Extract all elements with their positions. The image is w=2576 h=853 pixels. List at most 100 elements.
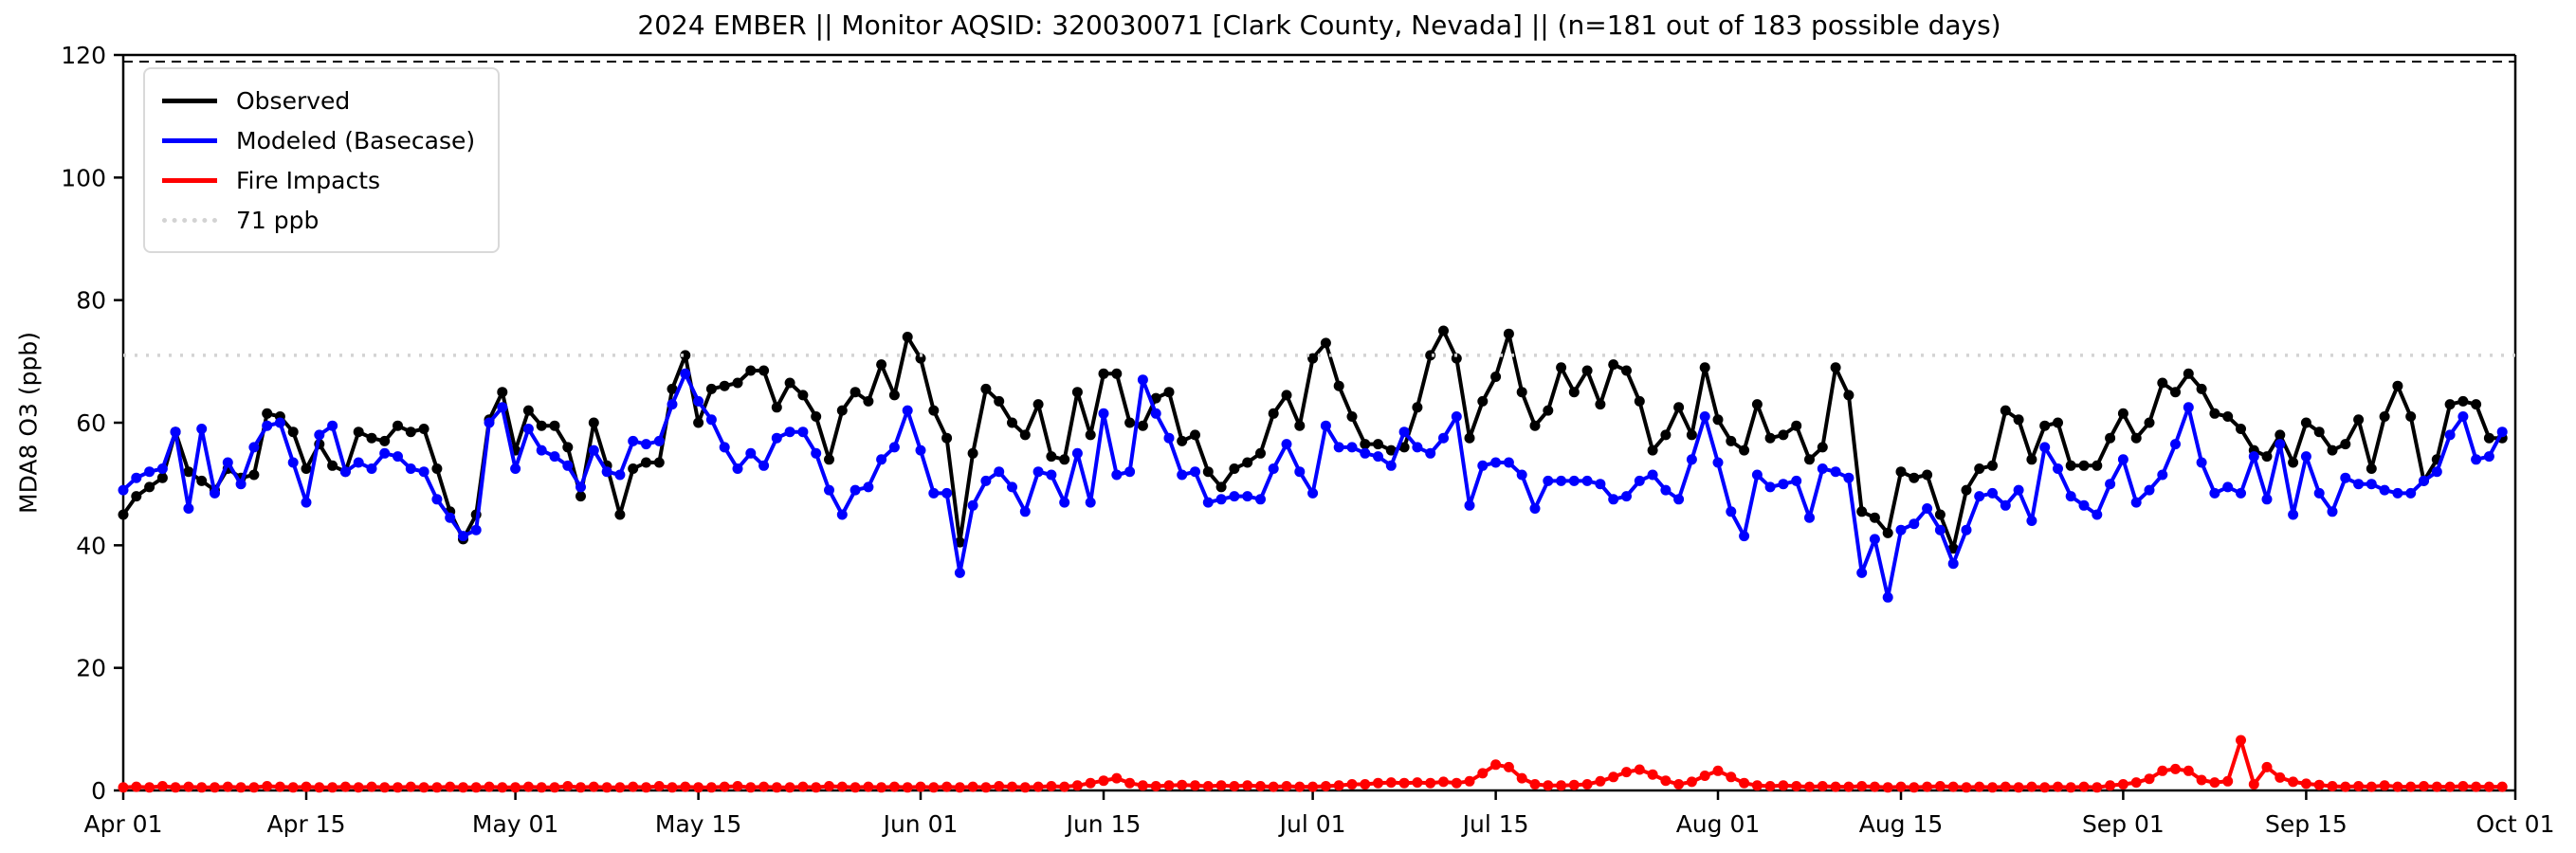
data-point [1071,447,1083,459]
line-swatch-icon [162,137,217,143]
data-point [928,487,940,499]
data-point [144,466,155,478]
data-point [1503,761,1514,772]
data-point [1150,392,1161,404]
data-point [2313,779,2325,790]
data-point [2275,429,2286,441]
data-point [1516,469,1527,481]
data-point [1647,445,1658,456]
data-point [1085,497,1096,508]
data-point [1934,781,1946,791]
data-point [1320,781,1331,791]
data-point [1726,771,1737,783]
data-point [1242,457,1253,468]
data-point [850,782,861,793]
data-point [1294,781,1306,792]
data-point [1947,558,1959,570]
data-point [2483,781,2494,792]
modeled-basecase--series [118,368,2508,603]
data-point [1098,408,1109,419]
data-point [2130,777,2142,789]
data-point [1804,781,1815,792]
data-point [1764,481,1776,493]
data-point [1059,497,1070,508]
data-point [758,460,770,471]
data-point [445,512,456,523]
data-point [1451,777,1462,789]
data-point [2496,781,2508,792]
data-point [1059,454,1070,465]
data-point [876,782,887,793]
data-point [418,782,429,793]
data-point [445,781,456,792]
data-point [1699,771,1710,781]
data-point [1019,782,1031,793]
data-point [497,387,508,398]
data-point [1202,497,1214,508]
data-point [1778,479,1789,490]
data-point [1163,780,1175,791]
data-point [2105,432,2116,444]
data-point [1895,781,1907,792]
data-point [1804,454,1815,465]
data-point [1974,781,1985,792]
data-point [1385,445,1397,456]
data-point [2092,460,2103,471]
series-line [121,372,2504,600]
data-point [745,365,757,376]
data-point [131,781,142,792]
data-point [1882,782,1893,793]
data-point [2065,460,2076,471]
data-point [1137,420,1148,431]
data-point [1360,779,1371,789]
data-point [2053,417,2063,428]
data-point [2405,487,2417,499]
data-point [1556,362,1567,373]
data-point [327,782,338,793]
data-point [1581,475,1593,486]
data-point [314,429,325,441]
data-point [1987,460,1998,471]
data-point [536,445,547,456]
data-point [1438,432,1449,444]
data-point [1516,772,1527,784]
data-point [888,390,900,401]
data-point [1922,781,1933,792]
data-point [262,420,273,431]
data-point [470,524,482,535]
line-swatch-icon [162,177,217,183]
x-tick-label: Jun 15 [1065,810,1142,838]
data-point [1255,447,1266,459]
data-point [967,447,978,459]
data-point [379,782,391,793]
data-point [2236,735,2246,746]
data-point [1163,432,1175,444]
data-point [1032,399,1044,410]
data-point [2026,454,2037,465]
data-point [144,481,155,493]
data-point [1529,779,1541,789]
data-point [353,782,364,793]
data-point [1398,442,1410,453]
data-point [2105,479,2116,490]
data-point [1791,420,1802,431]
x-tick-label: Apr 15 [267,810,346,838]
data-point [2130,497,2142,508]
data-point [144,782,155,793]
data-point [2117,408,2128,419]
data-point [1425,350,1436,361]
data-point [287,457,299,468]
x-tick-label: Sep 01 [2082,810,2165,838]
data-point [705,414,717,426]
data-point [1934,524,1946,535]
data-point [2379,411,2390,422]
y-tick-label: 20 [76,655,106,682]
data-point [2379,484,2390,496]
data-point [1778,429,1789,441]
data-point [1843,472,1854,483]
data-point [2170,763,2181,774]
data-point [497,782,508,793]
data-point [2405,411,2417,422]
data-point [1634,475,1645,486]
data-point [1373,777,1383,789]
